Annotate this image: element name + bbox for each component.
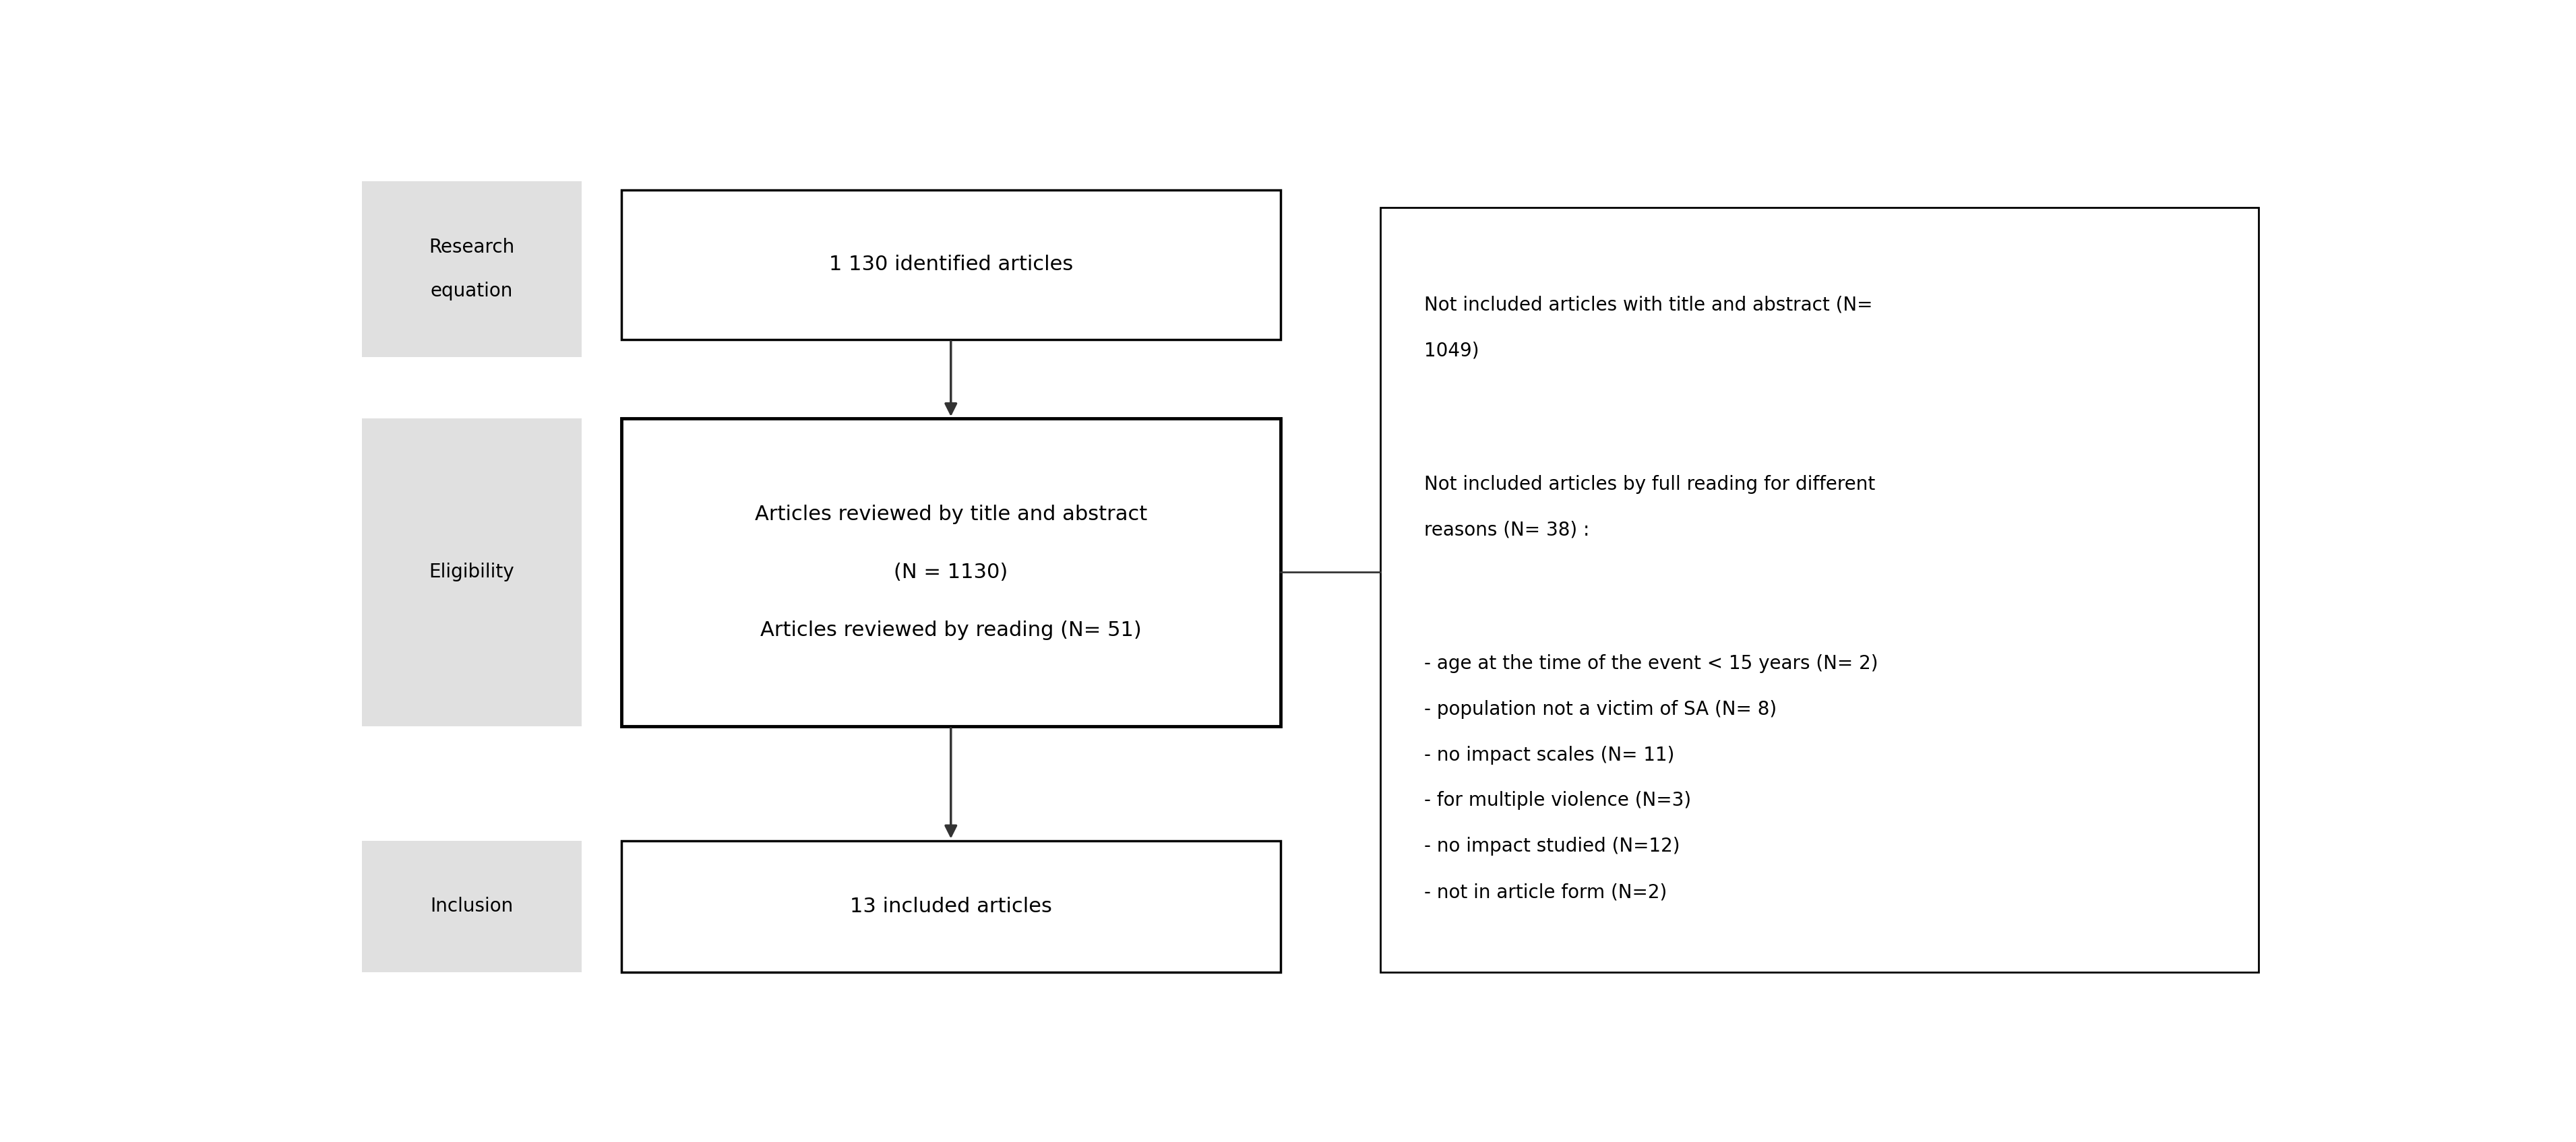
Text: Articles reviewed by title and abstract

(N = 1130)

Articles reviewed by readin: Articles reviewed by title and abstract … — [755, 505, 1146, 640]
Text: Not included articles by full reading for different: Not included articles by full reading fo… — [1425, 475, 1875, 493]
Text: Inclusion: Inclusion — [430, 896, 513, 916]
Bar — [361, 180, 582, 356]
Text: - no impact scales (N= 11): - no impact scales (N= 11) — [1425, 746, 1674, 764]
Text: Not included articles with title and abstract (N=: Not included articles with title and abs… — [1425, 296, 1873, 314]
Text: - not in article form (N=2): - not in article form (N=2) — [1425, 883, 1667, 901]
Text: - for multiple violence (N=3): - for multiple violence (N=3) — [1425, 791, 1690, 810]
Text: reasons (N= 38) :: reasons (N= 38) : — [1425, 521, 1589, 539]
Text: - no impact studied (N=12): - no impact studied (N=12) — [1425, 837, 1680, 855]
Text: 13 included articles: 13 included articles — [850, 896, 1051, 916]
Bar — [621, 841, 1280, 973]
Text: 1049): 1049) — [1425, 341, 1479, 360]
Bar — [621, 418, 1280, 726]
Text: - age at the time of the event < 15 years (N= 2): - age at the time of the event < 15 year… — [1425, 654, 1878, 673]
Bar — [361, 418, 582, 726]
Bar — [621, 190, 1280, 339]
Text: - population not a victim of SA (N= 8): - population not a victim of SA (N= 8) — [1425, 700, 1777, 718]
Text: 1 130 identified articles: 1 130 identified articles — [829, 255, 1074, 274]
Bar — [1381, 208, 2259, 973]
Bar — [361, 841, 582, 973]
Text: Research

equation: Research equation — [428, 238, 515, 300]
Text: Eligibility: Eligibility — [430, 563, 515, 581]
